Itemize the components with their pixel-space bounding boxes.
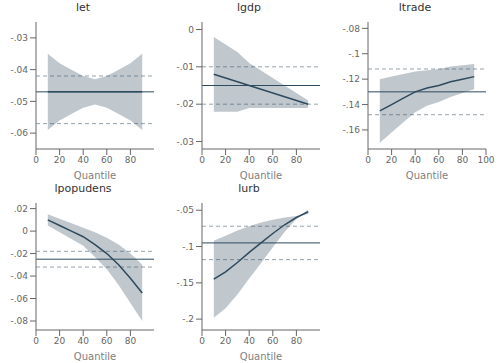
svg-text:20: 20: [54, 336, 66, 346]
svg-text:-.08: -.08: [10, 316, 28, 326]
svg-text:-.14: -.14: [342, 100, 360, 110]
svg-text:Quantile: Quantile: [74, 170, 116, 181]
svg-text:-.05: -.05: [10, 97, 28, 107]
svg-text:-.04: -.04: [10, 65, 28, 75]
html-text:lpopudens: lpopudens: [54, 182, 112, 195]
svg-text:-.05: -.05: [176, 205, 194, 215]
svg-text:60: 60: [267, 155, 279, 165]
svg-text:-.16: -.16: [342, 125, 360, 135]
svg-text:40: 40: [243, 155, 255, 165]
html-text:lurb: lurb: [238, 182, 260, 195]
svg-text:40: 40: [77, 336, 89, 346]
svg-text:0: 0: [365, 155, 371, 165]
svg-text:Quantile: Quantile: [240, 351, 282, 362]
svg-text:60: 60: [267, 336, 279, 346]
svg-text:20: 20: [220, 336, 232, 346]
svg-text:80: 80: [125, 155, 137, 165]
svg-text:0: 0: [199, 336, 205, 346]
svg-text:40: 40: [243, 336, 255, 346]
svg-text:80: 80: [125, 336, 137, 346]
svg-text:80: 80: [291, 155, 303, 165]
svg-text:Quantile: Quantile: [240, 170, 282, 181]
svg-text:40: 40: [409, 155, 421, 165]
svg-text:-.1: -.1: [348, 49, 360, 59]
svg-text:-.02: -.02: [176, 99, 194, 109]
svg-text:40: 40: [77, 155, 89, 165]
svg-text:-.08: -.08: [342, 24, 360, 34]
svg-text:Quantile: Quantile: [406, 170, 448, 181]
svg-text:.02: .02: [14, 204, 28, 214]
svg-text:-.15: -.15: [176, 278, 194, 288]
svg-text:60: 60: [101, 155, 113, 165]
svg-text:Quantile: Quantile: [74, 351, 116, 362]
svg-text:0: 0: [199, 155, 205, 165]
svg-text:100: 100: [477, 155, 492, 165]
svg-text:0: 0: [188, 25, 194, 35]
svg-text:-.1: -.1: [182, 242, 194, 252]
svg-text:-.04: -.04: [10, 271, 28, 281]
svg-text:20: 20: [220, 155, 232, 165]
html-text:let: let: [75, 1, 91, 14]
svg-text:0: 0: [22, 226, 28, 236]
svg-text:-.01: -.01: [176, 62, 194, 72]
svg-text:-.02: -.02: [10, 249, 28, 259]
svg-text:80: 80: [457, 155, 469, 165]
svg-text:20: 20: [386, 155, 398, 165]
svg-text:60: 60: [433, 155, 445, 165]
svg-text:0: 0: [33, 336, 39, 346]
svg-text:20: 20: [54, 155, 66, 165]
svg-text:0: 0: [33, 155, 39, 165]
svg-text:60: 60: [101, 336, 113, 346]
svg-text:-.06: -.06: [10, 128, 28, 138]
svg-text:-.03: -.03: [176, 137, 194, 147]
html-text:ltrade: ltrade: [398, 1, 432, 14]
svg-text:-.2: -.2: [182, 314, 194, 324]
svg-text:-.03: -.03: [10, 33, 28, 43]
html-text:lgdp: lgdp: [237, 1, 261, 14]
svg-text:-.12: -.12: [342, 74, 360, 84]
svg-text:-.06: -.06: [10, 294, 28, 304]
svg-text:80: 80: [291, 336, 303, 346]
